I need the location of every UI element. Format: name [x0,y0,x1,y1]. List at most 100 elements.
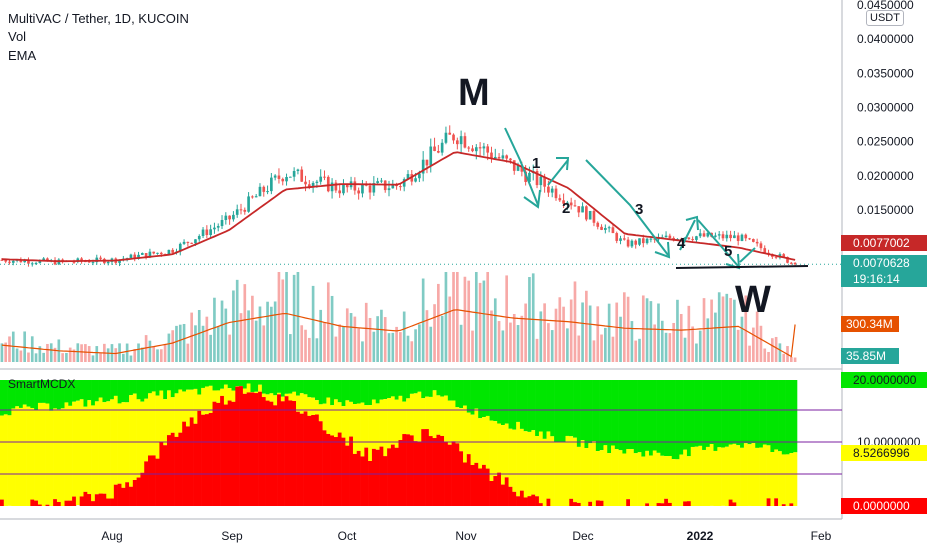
mcdx-yellow-bar [781,454,786,505]
volume-bar [323,322,326,362]
x-tick-label: Aug [101,529,122,543]
candle [387,180,391,197]
mcdx-red-bar [728,499,733,506]
mcdx-yellow-bar [129,395,134,487]
volume-bar [194,325,197,362]
candle [698,228,702,239]
volume-bar [695,343,698,362]
volume-bar [418,324,421,362]
vol-ma-badge: 300.34M [841,316,899,332]
mcdx-red-bar [364,447,369,506]
currency-label[interactable]: USDT [866,10,904,26]
volume-bar [463,276,467,362]
mcdx-green-bar [337,380,342,403]
volume-bar [789,356,793,362]
mcdx-green-bar [656,380,661,453]
volume-bar [577,335,581,362]
mcdx-red-bar [231,401,236,506]
mcdx-green-bar [607,380,612,454]
mcdx-yellow-bar [333,399,339,438]
mcdx-green-bar [736,380,741,446]
mcdx-red-bar [288,400,293,506]
mcdx-red-bar [121,487,126,506]
mcdx-green-bar [37,380,43,403]
mcdx-red-bar [246,392,251,506]
volume-bar [251,295,254,362]
volume-bar [452,272,455,362]
candle [615,231,619,244]
volume-bar [304,329,307,362]
candle [592,207,596,227]
mcdx-yellow-bar [72,401,77,497]
candle [607,225,611,233]
mcdx-red-bar [428,436,433,506]
mcdx-green-bar [440,380,445,397]
mcdx-red-bar [315,414,320,506]
volume-bar [122,353,125,362]
mcdx-yellow-bar [599,450,604,501]
mcdx-bottom-badge: 0.0000000 [841,498,927,514]
volume-bar [27,352,30,362]
volume-bar [68,347,72,362]
mcdx-yellow-bar [170,397,175,433]
mcdx-yellow-bar [201,387,206,415]
mcdx-green-bar [371,380,377,400]
mcdx-yellow-bar [49,410,54,506]
mcdx-red-bar [0,499,5,506]
mcdx-green-bar [144,380,149,399]
volume-bar [137,343,140,362]
mcdx-green-bar [383,380,388,400]
mcdx-green-bar [542,380,547,439]
candle [501,149,505,161]
mcdx-yellow-bar [3,414,8,506]
candle [277,168,281,184]
mcdx-green-bar [576,380,581,447]
mcdx-yellow-bar [83,406,88,492]
mcdx-red-bar [766,498,771,506]
mcdx-green-bar [155,380,160,396]
mcdx-yellow-bar [315,400,320,415]
mcdx-yellow-bar [713,450,718,506]
mcdx-green-bar [296,380,301,396]
volume-bar [581,302,584,362]
mcdx-yellow-bar [538,431,544,504]
candle [254,193,258,198]
candle [664,231,668,238]
mcdx-red-bar [356,450,361,506]
mcdx-green-bar [406,380,411,399]
volume-bar [46,343,49,362]
mcdx-yellow-bar [793,452,798,506]
mcdx-yellow-bar [64,402,69,501]
mcdx-red-bar [68,500,73,506]
mcdx-yellow-bar [489,420,494,482]
price-tick-label: 0.0450000 [857,0,914,12]
mcdx-red-bar [656,503,661,506]
volume-bar [406,335,410,362]
mcdx-green-bar [11,380,16,409]
mcdx-yellow-bar [512,429,517,492]
volume-bar [505,275,508,362]
volume-bar [490,310,493,362]
candle [402,177,406,192]
mcdx-red-bar [235,386,240,506]
mcdx-green-bar [258,380,263,385]
mcdx-green-bar [56,380,62,410]
mcdx-yellow-bar [15,406,20,506]
mcdx-green-bar [519,380,525,429]
mcdx-yellow-bar [189,389,194,418]
mcdx-yellow-bar [341,406,346,438]
volume-bar [459,324,463,362]
mcdx-yellow-bar [732,443,737,503]
candle [144,252,148,260]
mcdx-red-bar [201,414,206,506]
mcdx-yellow-bar [273,395,278,406]
volume-bar [372,331,376,362]
mcdx-yellow-bar [383,399,388,457]
volume-bar [281,279,285,362]
mcdx-green-bar [466,380,471,413]
volume-ma-line [1,309,796,358]
wave-annotations [504,127,756,270]
volume-bar [148,340,152,362]
volume-bar [334,336,338,362]
